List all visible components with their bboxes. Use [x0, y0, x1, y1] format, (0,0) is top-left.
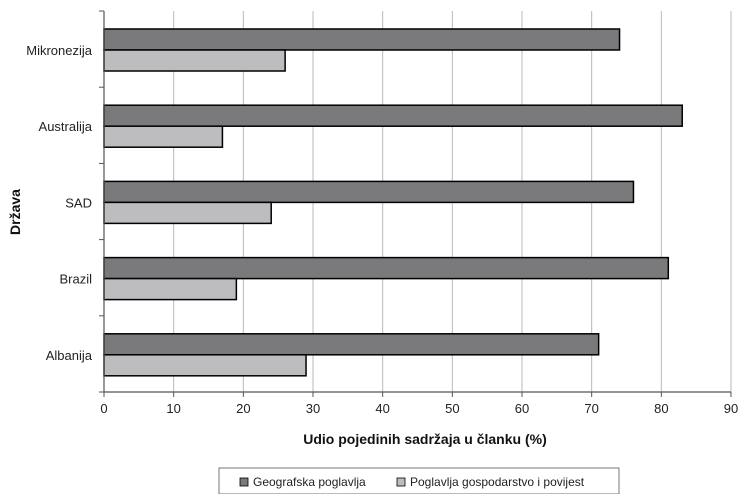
- x-tick-label-10: 10: [166, 401, 180, 416]
- bar-mikronezija-series-2: [103, 49, 286, 72]
- legend-swatch-geografska: [239, 477, 249, 487]
- bar-sad-series-2: [103, 201, 272, 225]
- bar-albanija-series-2: [103, 354, 307, 377]
- y-tick-label-albanija: Albanija: [46, 348, 93, 363]
- x-tick-label-60: 60: [515, 401, 529, 416]
- y-tick-label-brazil: Brazil: [59, 272, 92, 287]
- legend-label-gospodarstvo: Poglavlja gospodarstvo i povijest: [410, 475, 585, 489]
- bar-sad-series-1: [103, 180, 635, 204]
- bar-australija-series-1: [103, 104, 683, 127]
- bars: [103, 28, 683, 377]
- bar-brazil-series-2: [103, 277, 238, 301]
- legend-label-geografska: Geografska poglavlja: [253, 475, 366, 489]
- x-tick-label-50: 50: [445, 401, 459, 416]
- bar-mikronezija-series-1: [103, 28, 621, 51]
- x-tick-label-90: 90: [724, 401, 738, 416]
- x-tick-label-70: 70: [584, 401, 598, 416]
- x-axis-title: Udio pojedinih sadržaja u članku (%): [303, 431, 546, 447]
- bar-brazil-series-1: [103, 256, 670, 280]
- y-tick-label-mikronezija: Mikronezija: [26, 43, 93, 58]
- legend-swatch-gospodarstvo: [396, 477, 406, 487]
- y-tick-label-sad: SAD: [65, 195, 92, 210]
- x-tick-label-40: 40: [375, 401, 389, 416]
- tick-labels: Mikronezija Australija SAD Brazil Albanija 0 1…: [26, 43, 738, 416]
- x-tick-label-80: 80: [654, 401, 668, 416]
- x-tick-label-0: 0: [100, 401, 107, 416]
- legend-frame: [218, 467, 620, 494]
- y-tick-label-australija: Australija: [39, 119, 93, 134]
- bar-australija-series-2: [103, 125, 224, 148]
- bar-albanija-series-1: [103, 333, 600, 356]
- x-tick-label-30: 30: [306, 401, 320, 416]
- y-axis-title: Država: [7, 189, 23, 235]
- legend: Geografska poglavlja Poglavlja gospodars…: [218, 467, 620, 494]
- axes: [99, 10, 732, 397]
- x-tick-label-20: 20: [236, 401, 250, 416]
